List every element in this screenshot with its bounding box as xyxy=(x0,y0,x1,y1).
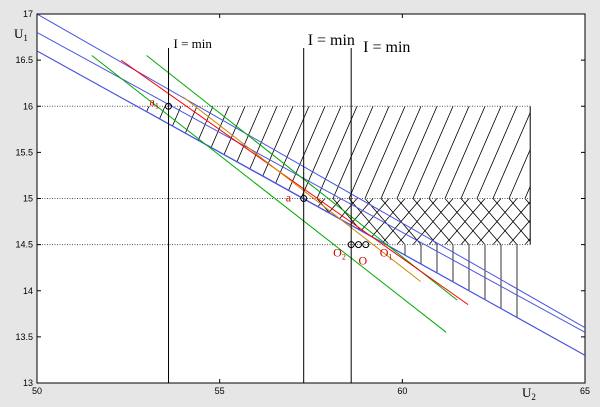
vertical-line-label-0: I = min xyxy=(174,36,213,51)
y-axis-label: U1 xyxy=(14,26,28,43)
series-line-7 xyxy=(182,96,421,282)
tick-layer: 50 55 60 65 13 13.5 14 14.5 15 15.5 16 16.5 17 xyxy=(15,9,590,396)
y-tick-label-2: 14 xyxy=(23,286,33,296)
series-line-1 xyxy=(37,31,585,333)
x-tick-label-0: 50 xyxy=(32,386,42,396)
series-line-4 xyxy=(91,55,447,333)
vertical-lines: I = min I = min I = min xyxy=(168,32,410,383)
point-label-1: a xyxy=(286,191,292,205)
point-marker-3 xyxy=(354,241,362,249)
y-tick-label-0: 13 xyxy=(23,378,33,388)
y-tick-label-6: 16 xyxy=(23,101,33,111)
point-marker-1 xyxy=(300,195,308,202)
point-label-0: a1 xyxy=(150,94,159,110)
series-line-5 xyxy=(146,55,458,301)
x-tick-label-3: 65 xyxy=(580,386,590,396)
point-label-3: O xyxy=(358,254,367,268)
y-tick-label-1: 13.5 xyxy=(15,332,33,342)
point-marker-0 xyxy=(165,102,173,110)
x-tick-label-1: 55 xyxy=(215,386,225,396)
point-marker-4 xyxy=(362,241,370,249)
labels-layer: U1 U2 xyxy=(14,26,536,402)
series-line-6 xyxy=(120,59,469,306)
point-label-2: O2 xyxy=(333,246,346,262)
x-tick-label-2: 60 xyxy=(397,386,407,396)
y-tick-label-8: 17 xyxy=(23,9,33,19)
y-tick-label-5: 15.5 xyxy=(15,147,33,157)
vertical-line-label-2: I = min xyxy=(363,39,410,56)
points-layer: a1 a O2 O O1 xyxy=(150,94,393,267)
horizontal-levels xyxy=(37,105,531,246)
point-marker-2 xyxy=(347,241,355,249)
y-tick-label-7: 16.5 xyxy=(15,55,33,65)
vertical-line-label-1: I = min xyxy=(308,32,355,49)
x-axis-label: U2 xyxy=(522,385,536,402)
y-tick-label-3: 14.5 xyxy=(15,240,33,250)
point-label-4: O1 xyxy=(380,246,393,262)
y-tick-label-4: 15 xyxy=(23,194,33,204)
series-line-0 xyxy=(37,14,585,329)
plot-area xyxy=(36,13,586,384)
